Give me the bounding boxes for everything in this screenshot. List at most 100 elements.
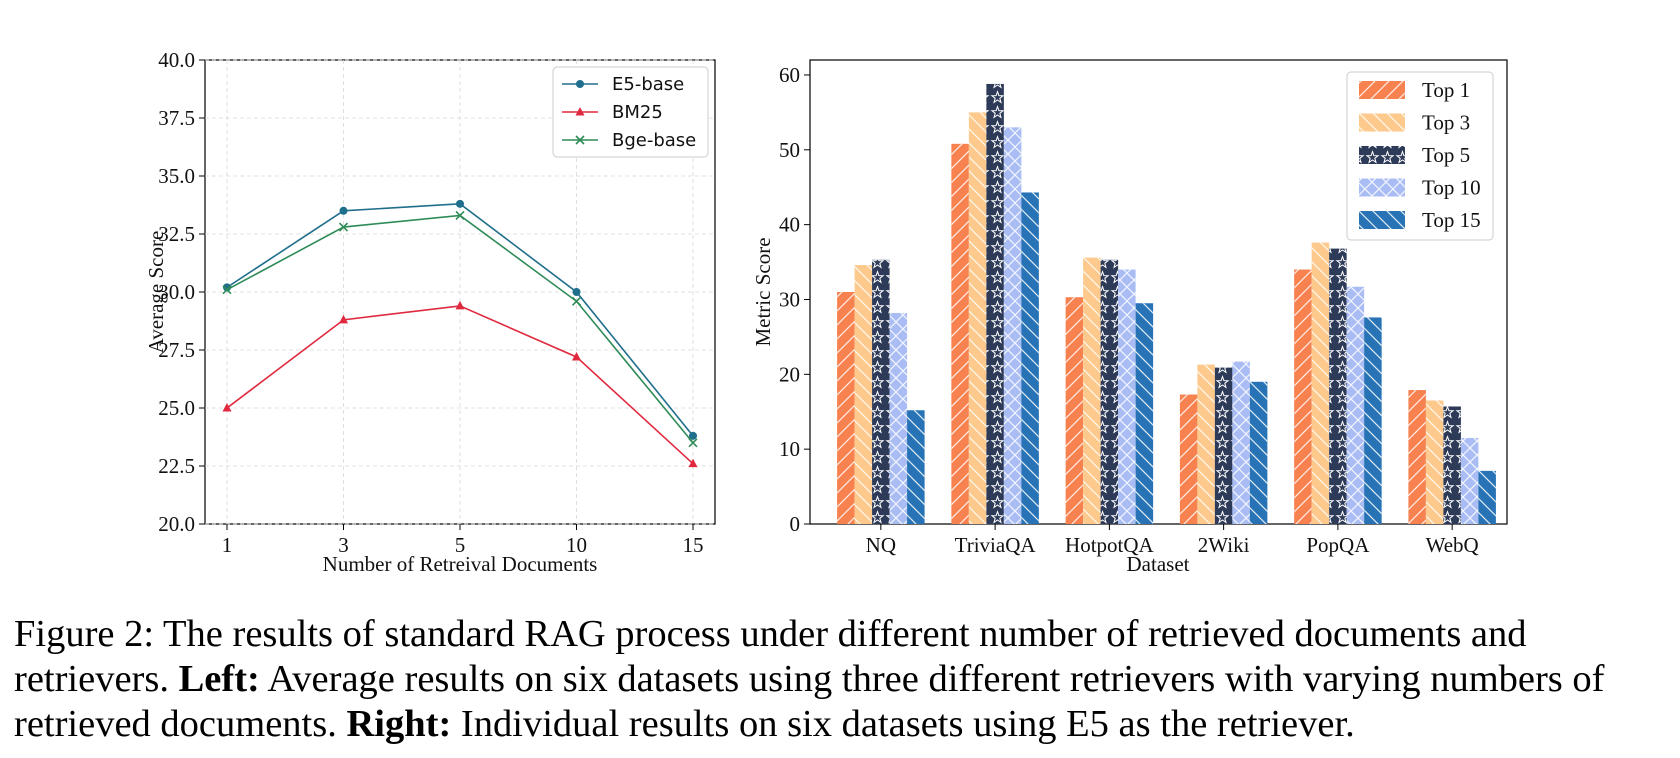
legend-swatch-hatch xyxy=(1359,81,1405,99)
bar-hatch xyxy=(1249,381,1268,524)
bar-hatch xyxy=(1443,406,1461,524)
figure-caption: Figure 2: The results of standard RAG pr… xyxy=(14,612,1674,747)
bar-hatch xyxy=(1083,257,1101,524)
right-x-tick-label: HotpotQA xyxy=(1065,533,1155,557)
left-x-tick-label: 10 xyxy=(566,533,587,557)
bar-hatch xyxy=(968,112,987,525)
bar-hatch xyxy=(1021,192,1039,524)
bar-hatch xyxy=(1118,269,1136,524)
legend-label: BM25 xyxy=(612,102,663,123)
left-x-tick-label: 5 xyxy=(455,533,466,557)
left-data-point xyxy=(688,458,698,468)
right-x-tick-label: WebQ xyxy=(1426,533,1479,557)
right-x-axis-label: Dataset xyxy=(1127,552,1190,576)
bar-hatch xyxy=(1460,437,1479,524)
bar-hatch xyxy=(1346,286,1365,524)
left-y-tick-label: 37.5 xyxy=(158,106,195,130)
legend-swatch-hatch xyxy=(1359,113,1405,132)
left-x-axis-label: Number of Retreival Documents xyxy=(323,552,598,576)
bar-hatch xyxy=(1003,127,1022,525)
left-data-point xyxy=(222,403,232,412)
left-data-point xyxy=(338,222,349,232)
left-x-ticks: 1 3 5 10 15 xyxy=(222,524,704,557)
left-y-tick-label: 25.0 xyxy=(158,396,195,420)
left-y-tick-label: 20.0 xyxy=(158,512,195,536)
left-y-tick-label: 40.0 xyxy=(158,48,195,72)
legend-label: E5-base xyxy=(612,74,684,95)
caption-right-label: Right: xyxy=(346,703,452,745)
right-legend: Top 1 Top 3 Top 5 Top 10 Top 15 xyxy=(1346,71,1494,241)
legend-marker xyxy=(575,107,585,116)
legend-label: Top 5 xyxy=(1422,143,1470,167)
legend-swatch-hatch xyxy=(1359,146,1405,164)
left-data-point xyxy=(571,296,582,306)
bar-hatch xyxy=(1311,242,1330,524)
left-data-point xyxy=(222,285,232,295)
right-y-tick-label: 0 xyxy=(790,512,801,536)
left-y-ticks: 20.0 22.5 25.0 27.5 30.0 32.5 35.0 37.5 40.0 xyxy=(158,48,205,536)
bar-hatch xyxy=(872,259,890,524)
bar-hatch xyxy=(1408,390,1426,524)
left-line-chart: 20.0 22.5 25.0 27.5 30.0 32.5 35.0 37.5 40.0 1 3 5… xyxy=(144,48,716,576)
legend-marker xyxy=(575,135,585,145)
left-data-point xyxy=(688,438,698,448)
left-data-point xyxy=(689,431,697,440)
left-data-point xyxy=(339,206,348,215)
bar-hatch xyxy=(1179,394,1198,524)
left-x-tick-label: 15 xyxy=(683,533,704,557)
legend-label: Top 3 xyxy=(1422,111,1470,135)
legend-label: Top 10 xyxy=(1422,176,1481,200)
left-x-tick-label: 3 xyxy=(338,533,349,557)
right-y-tick-label: 50 xyxy=(779,138,800,162)
right-x-ticks: NQ TriviaQA HotpotQA 2Wiki PopQA WebQ xyxy=(866,524,1479,557)
bar-hatch xyxy=(907,410,925,524)
legend-label: Top 15 xyxy=(1422,208,1481,232)
left-y-tick-label: 30.0 xyxy=(158,280,195,304)
right-x-tick-label: NQ xyxy=(866,533,896,557)
right-plot-frame xyxy=(809,59,1508,525)
legend-swatch-hatch xyxy=(1359,178,1405,197)
bar-hatch xyxy=(1425,400,1444,524)
caption-left-text: Average results on six datasets using th… xyxy=(14,658,1605,745)
caption-right-text: Individual results on six datasets using… xyxy=(460,703,1355,745)
right-bars xyxy=(837,83,1496,525)
left-legend-box xyxy=(552,66,709,158)
bar-hatch xyxy=(1294,269,1312,524)
left-data-point xyxy=(455,210,465,221)
bar-hatch xyxy=(1329,248,1347,524)
bar-hatch xyxy=(837,292,855,524)
caption-figure-label: Figure 2: xyxy=(14,613,155,655)
bar-hatch xyxy=(951,143,969,525)
right-y-tick-label: 60 xyxy=(779,63,800,87)
right-y-tick-label: 30 xyxy=(779,287,800,311)
legend-swatch-hatch xyxy=(1359,211,1405,229)
right-y-tick-label: 10 xyxy=(779,437,800,461)
left-y-tick-label: 22.5 xyxy=(158,454,195,478)
right-x-tick-label: TriviaQA xyxy=(955,533,1037,557)
right-y-axis-label: Metric Score xyxy=(751,237,775,346)
right-y-tick-label: 20 xyxy=(779,362,800,386)
right-y-ticks: 0 10 20 30 40 50 60 xyxy=(779,63,810,536)
right-x-tick-label: 2Wiki xyxy=(1198,533,1250,557)
bar-hatch xyxy=(1065,297,1084,524)
bar-hatch xyxy=(1197,364,1215,524)
left-grid xyxy=(205,59,715,525)
bar-hatch xyxy=(854,265,873,524)
bar-hatch xyxy=(986,83,1004,524)
left-data-point xyxy=(339,314,348,324)
legend-label: Top 1 xyxy=(1422,78,1470,102)
bar-hatch xyxy=(1232,361,1250,524)
right-x-tick-label: PopQA xyxy=(1306,533,1370,557)
left-y-tick-label: 35.0 xyxy=(158,164,195,188)
bar-hatch xyxy=(1364,317,1382,524)
bar-hatch xyxy=(1214,367,1233,524)
left-data-point xyxy=(455,300,465,310)
left-y-tick-label: 27.5 xyxy=(158,338,195,362)
left-data-point xyxy=(572,288,581,296)
left-y-tick-label: 32.5 xyxy=(158,222,195,246)
left-data-point xyxy=(572,351,581,361)
legend-label: Bge-base xyxy=(612,130,696,151)
right-y-tick-label: 40 xyxy=(779,213,800,237)
bar-hatch xyxy=(1135,303,1154,524)
